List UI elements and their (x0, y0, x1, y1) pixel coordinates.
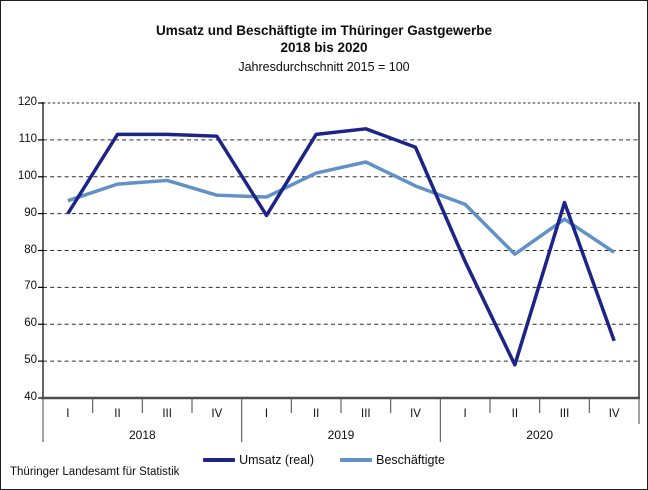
legend-item-besch-ftigte: Beschäftigte (340, 453, 445, 467)
quarter-label-2019-III: III (361, 408, 371, 420)
quarter-label-2018-II: II (114, 408, 121, 420)
legend-label-umsatz-real: Umsatz (real) (239, 453, 315, 467)
legend-label-besch-ftigte: Beschäftigte (376, 453, 445, 467)
y-tick-label-110: 110 (18, 132, 37, 145)
y-tick-label-100: 100 (17, 169, 37, 182)
y-tick-label-120: 120 (17, 96, 37, 108)
source-attribution: Thüringer Landesamt für Statistik (10, 466, 180, 478)
chart-title-line1: Umsatz und Beschäftigte im Thüringer Gas… (155, 23, 493, 38)
legend-item-umsatz-real: Umsatz (real) (203, 453, 314, 467)
quarter-label-2020-I: I (463, 408, 467, 420)
y-tick-label-50: 50 (24, 354, 37, 367)
chart-title-block: Umsatz und Beschäftigte im Thüringer Gas… (1, 22, 647, 75)
y-tick-label-80: 80 (24, 243, 37, 256)
quarter-label-2018-IV: IV (211, 408, 223, 420)
chart-legend: Umsatz (real) Beschäftigte (1, 450, 647, 470)
year-label-2018: 2018 (128, 428, 156, 442)
quarter-label-2019-I: I (264, 408, 269, 420)
quarter-label-2020-IV: IV (608, 408, 620, 420)
quarter-label-2018-III: III (162, 408, 172, 420)
series-line-umsatz-real (66, 127, 616, 367)
series-line-besch-ftigte (67, 160, 616, 256)
quarter-label-2019-II: II (312, 408, 320, 420)
chart-title-line2: 2018 bis 2020 (280, 40, 368, 55)
chart-subtitle: Jahresdurchschnitt 2015 = 100 (238, 60, 410, 74)
legend-swatch-besch-ftigte (340, 458, 373, 462)
quarter-label-2020-II: II (511, 408, 519, 420)
y-tick-label-60: 60 (24, 317, 37, 330)
year-label-2019: 2019 (327, 428, 355, 442)
quarter-label-2019-IV: IV (410, 408, 421, 420)
quarter-label-2018-I: I (66, 408, 70, 420)
quarter-label-2020-III: III (559, 408, 570, 420)
y-tick-label-90: 90 (24, 206, 37, 219)
legend-swatch-umsatz-real (203, 458, 236, 462)
y-tick-label-70: 70 (24, 280, 37, 293)
y-tick-label-40: 40 (24, 391, 37, 403)
year-label-2020: 2020 (526, 428, 553, 442)
